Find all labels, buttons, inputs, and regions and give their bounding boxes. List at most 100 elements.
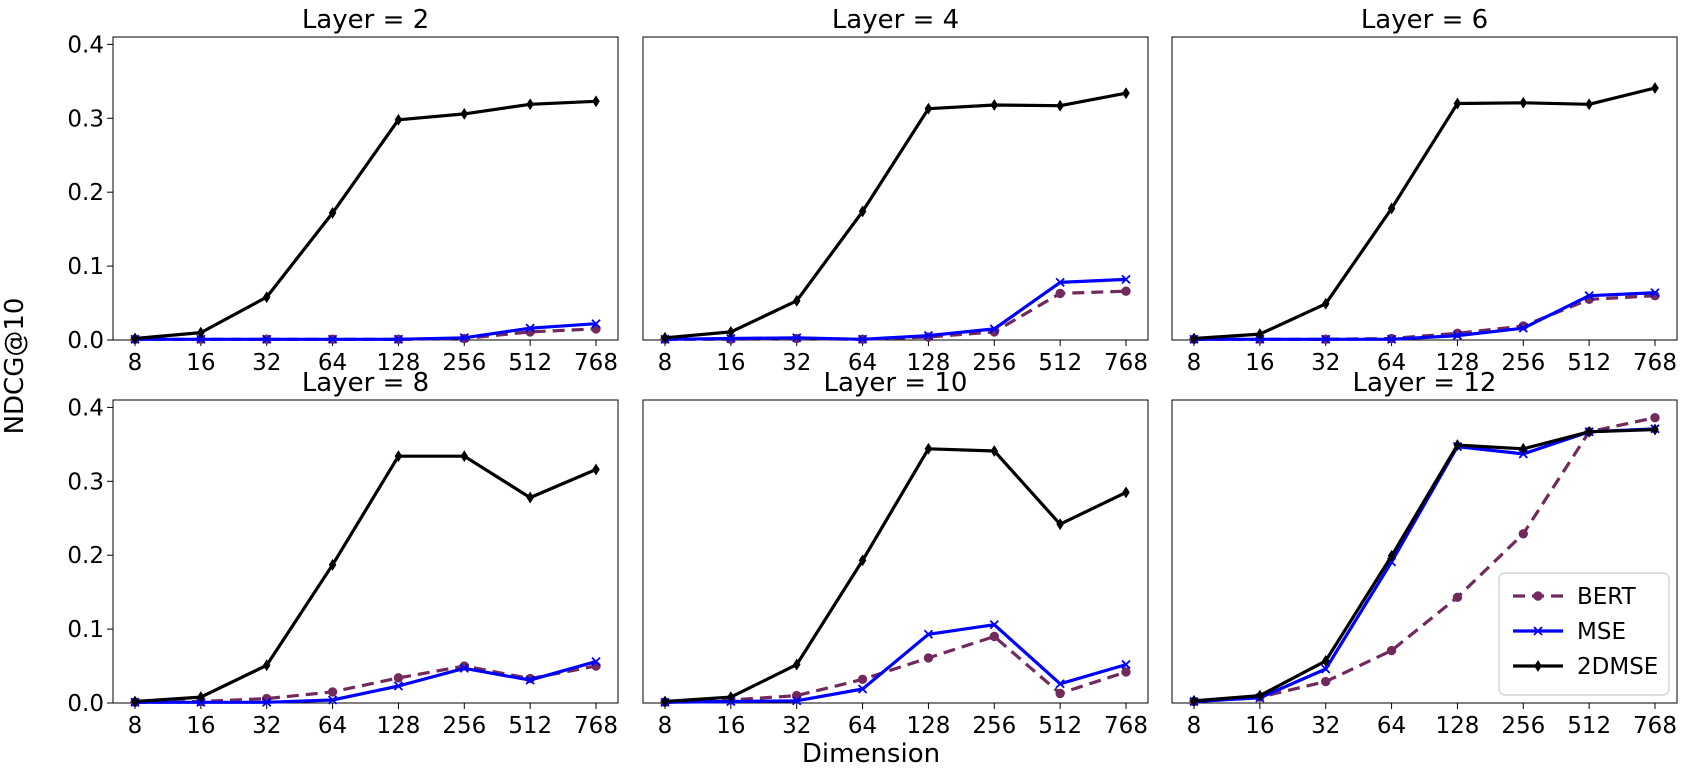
y-tick-label: 0.2 [67,543,104,569]
y-tick-label: 0.1 [67,617,104,643]
x-tick-label: 8 [128,350,143,376]
x-tick-label: 32 [252,713,281,739]
x-tick-label: 256 [442,713,486,739]
x-tick-label: 768 [1633,350,1677,376]
series-line [1193,86,1656,341]
data-point [1121,659,1131,670]
data-point [1452,330,1463,341]
data-point [990,99,999,111]
series-2dmse [131,95,600,345]
x-tick-label: 8 [658,713,673,739]
y-tick-label: 0.4 [67,32,104,58]
data-point [1056,518,1064,531]
data-point [661,695,669,708]
data-point [923,653,934,663]
plot-frame [642,36,1149,341]
x-tick-label: 8 [658,350,673,376]
x-tick-label: 16 [716,713,745,739]
data-point [1056,99,1064,112]
series-line [664,91,1127,340]
data-point [792,696,802,706]
data-point [131,695,139,708]
data-point [924,442,933,455]
data-point [1321,334,1331,344]
plot-frame [112,36,619,341]
x-tick-label: 768 [574,713,618,739]
data-point [857,334,868,344]
data-point [1321,654,1330,667]
subplot-panel: Layer = 10 8 16 32 64 128 256 512 768 [642,368,1149,739]
series-2dmse [661,87,1130,344]
subplot-grid: Layer = 2 8 16 32 64 128 256 512 768 0.0 0.1 0.2 0.3… [67,5,1678,739]
x-tick-label: 64 [848,713,877,739]
x-tick-label: 256 [1501,350,1545,376]
x-tick-label: 256 [1501,713,1545,739]
data-point [792,333,802,343]
data-point [1519,442,1528,455]
legend: BERT MSE 2DMSE [1498,572,1670,696]
data-point [525,323,535,333]
y-tick-label: 0.0 [67,691,104,717]
data-point [197,691,205,704]
x-tick-label: 8 [1187,713,1202,739]
x-tick-label: 16 [186,350,215,376]
x-tick-label: 8 [128,713,143,739]
x-tick-label: 128 [376,350,420,376]
data-point [792,658,801,671]
data-point [1121,274,1131,285]
data-point [1452,592,1463,603]
series-2dmse [1190,82,1659,345]
series-line [664,634,1127,704]
data-point [858,205,867,218]
x-tick-label: 32 [1311,350,1340,376]
x-tick-label: 64 [318,350,347,376]
data-point [923,330,934,341]
series-2dmse [1190,423,1659,707]
data-point [197,326,205,339]
y-tick-label: 0.0 [67,328,104,354]
data-point [857,674,868,685]
data-point [1055,288,1065,299]
legend-label: BERT [1577,584,1637,610]
series-line [664,623,1127,704]
subplot-panel: Layer = 4 8 16 32 64 128 256 512 768 [642,5,1149,376]
x-tick-label: 256 [442,350,486,376]
data-point [592,463,600,476]
data-point [393,673,404,683]
x-tick-label: 128 [906,350,950,376]
data-point [923,629,934,639]
data-point [726,333,736,344]
data-point [394,450,403,463]
x-tick-label: 512 [508,713,552,739]
data-point [394,113,403,126]
data-point [262,291,271,304]
data-point [591,656,601,667]
data-point [792,294,801,307]
x-tick-label: 512 [1567,713,1611,739]
series-line [135,660,597,704]
data-point [1518,323,1528,333]
y-tick-label: 0.2 [67,180,104,206]
x-tick-label: 768 [1104,713,1148,739]
x-tick-label: 768 [1633,713,1677,739]
x-tick-label: 32 [252,350,281,376]
data-point [1386,645,1397,656]
legend-marker [1533,626,1543,636]
x-tick-label: 32 [782,350,811,376]
data-point [526,491,534,504]
plot-frame [642,399,1149,704]
x-tick-label: 256 [972,713,1016,739]
data-point [328,558,337,571]
data-point [990,445,999,457]
data-point [327,687,338,697]
x-tick-label: 256 [972,350,1016,376]
series-line [134,454,597,704]
data-point [727,691,735,704]
legend-marker [1533,591,1543,601]
x-tick-label: 512 [1038,350,1082,376]
x-tick-label: 64 [1377,713,1406,739]
plot-frame [1171,399,1678,704]
data-point [1453,97,1462,110]
data-point [1321,297,1330,310]
